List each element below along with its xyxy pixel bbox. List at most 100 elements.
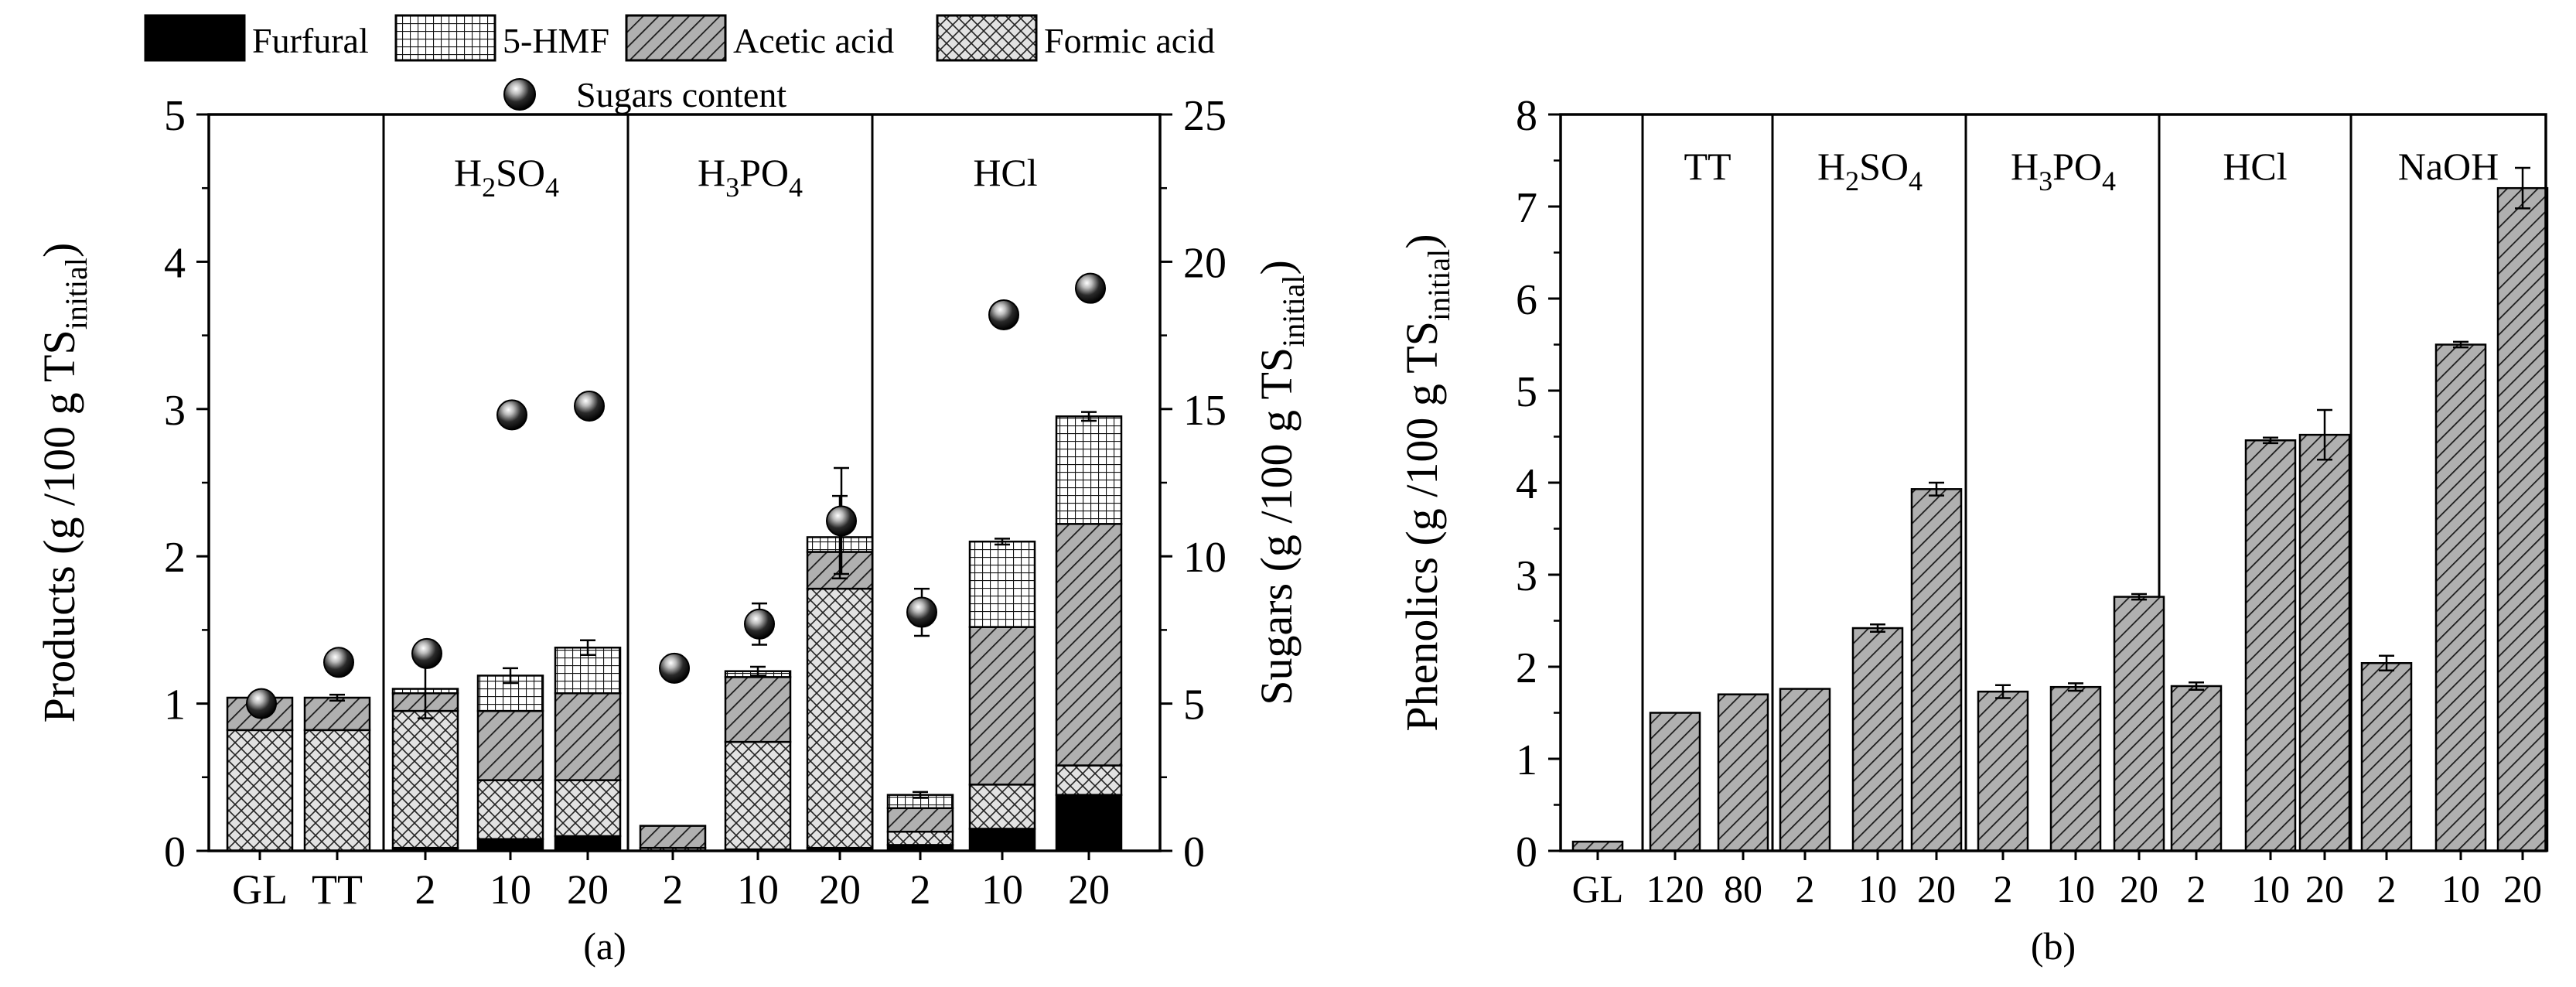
x-tick-label-a-9: 10	[981, 866, 1023, 913]
y-tick-label-b-3: 3	[1516, 552, 1537, 600]
bar-phenolics-7	[2049, 685, 2102, 852]
bar-segment-formic-acid-1	[303, 729, 371, 852]
y-tick-label-a-4: 4	[164, 239, 186, 287]
x-tick-label-b-8: 20	[2120, 867, 2158, 910]
group-label-b-h2so4-sub1: 2	[1845, 166, 1859, 196]
y2-axis-label-a-main: Sugars (g /100 g TS	[1251, 347, 1302, 705]
legend-swatch-formic	[936, 14, 1038, 62]
x-tick-label-b-0: GL	[1572, 867, 1624, 910]
bar-phenolics-10	[2244, 439, 2297, 852]
y-tick-label-b-5: 5	[1516, 368, 1537, 416]
bar-segment-furfural-3	[476, 838, 544, 852]
bar-segment-acetic-acid-8	[886, 807, 954, 833]
y2-tick-label-a-3: 15	[1183, 387, 1227, 435]
y2-tick-label-a-5: 25	[1183, 92, 1227, 140]
group-label-b-h3po4: H3PO4	[2011, 145, 2116, 196]
y-tick-label-a-0: 0	[164, 828, 186, 876]
bar-segment-formic-acid-2	[391, 709, 459, 849]
x-tick-label-a-2: 2	[415, 866, 436, 913]
legend-marker-sugars	[503, 78, 536, 111]
y2-axis-label-a: Sugars (g /100 g TSinitial)	[1251, 260, 1311, 705]
y-tick-label-b-4: 4	[1516, 460, 1537, 508]
sugar-point-6	[744, 608, 775, 640]
group-label-b-tt: TT	[1684, 145, 1731, 188]
x-tick-label-b-14: 20	[2503, 867, 2542, 910]
y2-axis-label-a-close: )	[1251, 260, 1302, 275]
sugar-point-4	[574, 390, 605, 422]
y-axis-label-b-close: )	[1397, 234, 1447, 248]
bar-segment-formic-acid-10	[1055, 764, 1123, 796]
y-tick-label-b-6: 6	[1516, 276, 1537, 324]
bar-segment-acetic-acid-3	[476, 709, 544, 781]
group-label-a-h2so4-h: H	[454, 151, 482, 194]
legend-label-formic: Formic acid	[1044, 21, 1215, 60]
bar-segment-formic-acid-9	[968, 784, 1036, 830]
group-label-a-h2so4: H2SO4	[454, 151, 559, 203]
bar-segment-formic-acid-7	[806, 587, 874, 849]
group-label-b-h3po4-mid: PO	[2052, 145, 2102, 188]
bar-segment-acetic-acid-1	[303, 696, 371, 732]
bar-segment-acetic-acid-4	[554, 692, 622, 781]
sugar-point-5	[659, 652, 690, 684]
bar-phenolics-14	[2496, 186, 2549, 852]
sugar-point-8	[906, 596, 937, 628]
x-tick-label-b-6: 2	[1994, 867, 2013, 910]
legend-label-5hmf: 5-HMF	[503, 21, 609, 60]
x-tick-label-a-1: TT	[312, 866, 363, 913]
x-tick-label-a-0: GL	[232, 866, 288, 913]
x-tick-label-b-1: 120	[1646, 867, 1704, 910]
y2-tick-label-a-1: 5	[1183, 681, 1205, 729]
bar-segment-acetic-acid-9	[968, 626, 1036, 786]
panel-label-a: (a)	[583, 924, 626, 968]
legend-swatch-5hmf	[394, 14, 496, 62]
y-tick-label-b-8: 8	[1516, 92, 1537, 140]
group-label-a-h3po4-sub1: 3	[725, 172, 739, 203]
group-label-a-h2so4-sub1: 2	[482, 172, 496, 203]
legend-label-sugars: Sugars content	[576, 75, 786, 114]
bar-segment-acetic-acid-5	[639, 825, 707, 849]
sugar-point-0	[246, 688, 277, 719]
y-axis-label-b-main: Phenolics (g /100 g TS	[1397, 321, 1447, 732]
bar-phenolics-12	[2360, 661, 2413, 852]
y-axis-label-a-sub: initial	[59, 258, 94, 330]
y2-axis-label-a-sub: initial	[1276, 275, 1311, 347]
bar-phenolics-5	[1910, 488, 1963, 852]
group-label-b-h3po4-sub2: 4	[2102, 166, 2116, 196]
y-tick-label-b-1: 1	[1516, 736, 1537, 784]
bar-segment-formic-acid-0	[226, 729, 294, 852]
bar-phenolics-2	[1717, 693, 1769, 852]
group-label-b-naoh: NaOH	[2398, 145, 2499, 188]
x-tick-label-a-7: 20	[819, 866, 861, 913]
bar-phenolics-9	[2170, 685, 2223, 852]
y-axis-label-b: Phenolics (g /100 g TSinitial)	[1397, 234, 1456, 731]
y2-tick-label-a-2: 10	[1183, 534, 1227, 582]
bar-phenolics-3	[1779, 688, 1831, 852]
legend-label-furfural: Furfural	[252, 21, 369, 60]
x-tick-label-b-2: 80	[1724, 867, 1762, 910]
sugar-point-1	[323, 647, 354, 678]
group-label-a-h2so4-mid: SO	[496, 151, 545, 194]
legend-swatch-furfural	[144, 14, 246, 62]
x-tick-label-b-12: 2	[2377, 867, 2397, 910]
bar-segment-acetic-acid-10	[1055, 523, 1123, 767]
group-label-a-h3po4-h: H	[698, 151, 725, 194]
legend-a: Furfural 5-HMF Acetic acid Formic acid S…	[144, 14, 1215, 114]
bar-phenolics-6	[1977, 690, 2029, 852]
x-tick-label-a-8: 2	[910, 866, 931, 913]
y-tick-label-b-7: 7	[1516, 184, 1537, 232]
bar-phenolics-8	[2113, 596, 2165, 852]
sugar-point-9	[988, 299, 1019, 330]
legend-label-acetic: Acetic acid	[733, 21, 894, 60]
bar-segment-acetic-acid-6	[724, 676, 792, 743]
y2-tick-label-a-4: 20	[1183, 239, 1227, 287]
y-axis-label-a-close: )	[34, 243, 84, 258]
group-label-b-h2so4-sub2: 4	[1909, 166, 1923, 196]
group-label-b-hcl: HCl	[2223, 145, 2287, 188]
group-label-a-h3po4: H3PO4	[698, 151, 803, 203]
x-tick-label-b-10: 10	[2251, 867, 2290, 910]
group-label-a-hcl: HCl	[973, 151, 1037, 194]
x-tick-label-b-3: 2	[1796, 867, 1815, 910]
panel-label-b: (b)	[2031, 924, 2076, 968]
